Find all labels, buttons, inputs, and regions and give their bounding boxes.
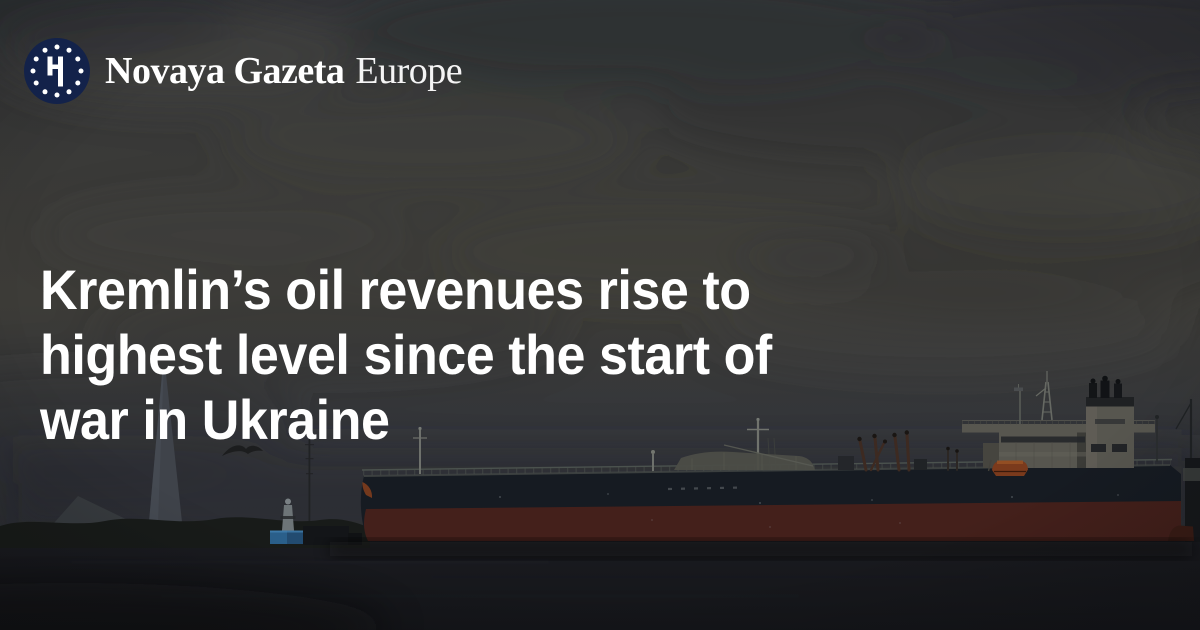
brand-name-light: Europe: [355, 50, 463, 92]
headline-line: highest level since the start of: [40, 323, 772, 386]
brand-header: Novaya Gazeta Europe: [24, 38, 463, 104]
headline: Kremlin’s oil revenues rise to highest l…: [40, 257, 772, 452]
logo-h-glyph: [47, 56, 63, 87]
headline-line: war in Ukraine: [40, 388, 390, 451]
logo-dots: [30, 44, 84, 98]
brand-name-bold: Novaya Gazeta: [105, 50, 345, 92]
headline-line: Kremlin’s oil revenues rise to: [40, 258, 751, 321]
brand-name: Novaya Gazeta Europe: [105, 38, 463, 104]
novaya-gazeta-logo-icon: [24, 38, 90, 104]
